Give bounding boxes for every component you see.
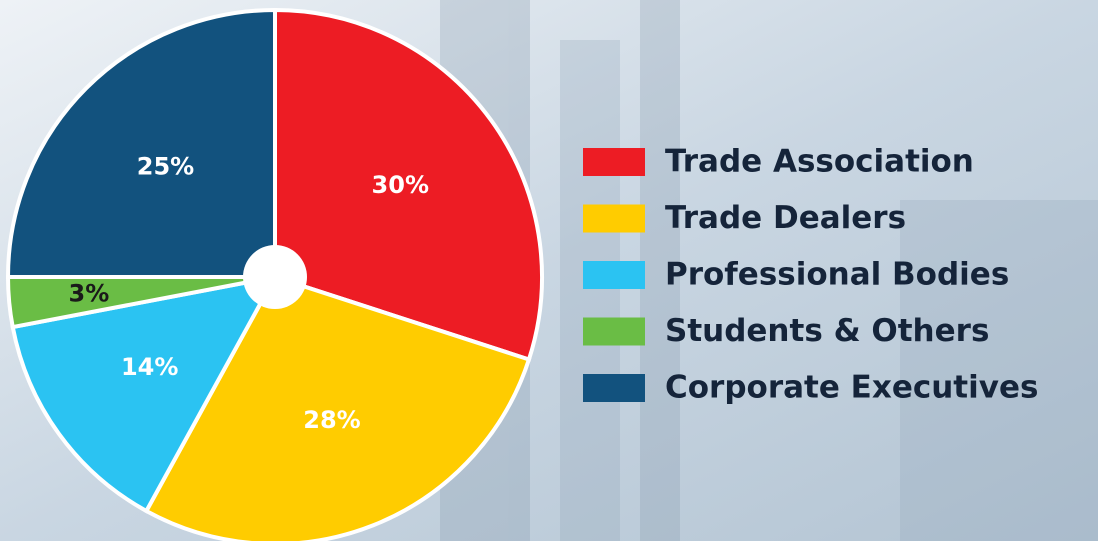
pie-slice (10, 274, 279, 514)
legend-label: Trade Association (665, 144, 974, 180)
pie-slice (273, 7, 544, 363)
pie: 30% 28% 14% 3% 25% (5, 7, 544, 541)
legend-swatch (583, 317, 645, 346)
pie-hole (243, 245, 307, 309)
legend-swatch (583, 148, 645, 176)
legend-label: Corporate Executives (665, 370, 1038, 406)
pie-slice (143, 274, 532, 541)
slice-label: 25% (137, 152, 194, 180)
legend-label: Professional Bodies (665, 257, 1009, 293)
legend-swatch (583, 261, 645, 289)
slice-label: 14% (121, 353, 178, 381)
slice-label: 30% (372, 171, 429, 199)
legend-label: Students & Others (665, 313, 989, 349)
pie-slice (5, 7, 277, 279)
legend-swatch (583, 204, 645, 233)
legend: Trade Association Trade Dealers Profession… (583, 144, 1038, 406)
slice-label: 3% (69, 280, 110, 308)
legend-label: Trade Dealers (665, 200, 906, 236)
slice-label: 28% (303, 406, 360, 434)
legend-swatch (583, 374, 645, 402)
